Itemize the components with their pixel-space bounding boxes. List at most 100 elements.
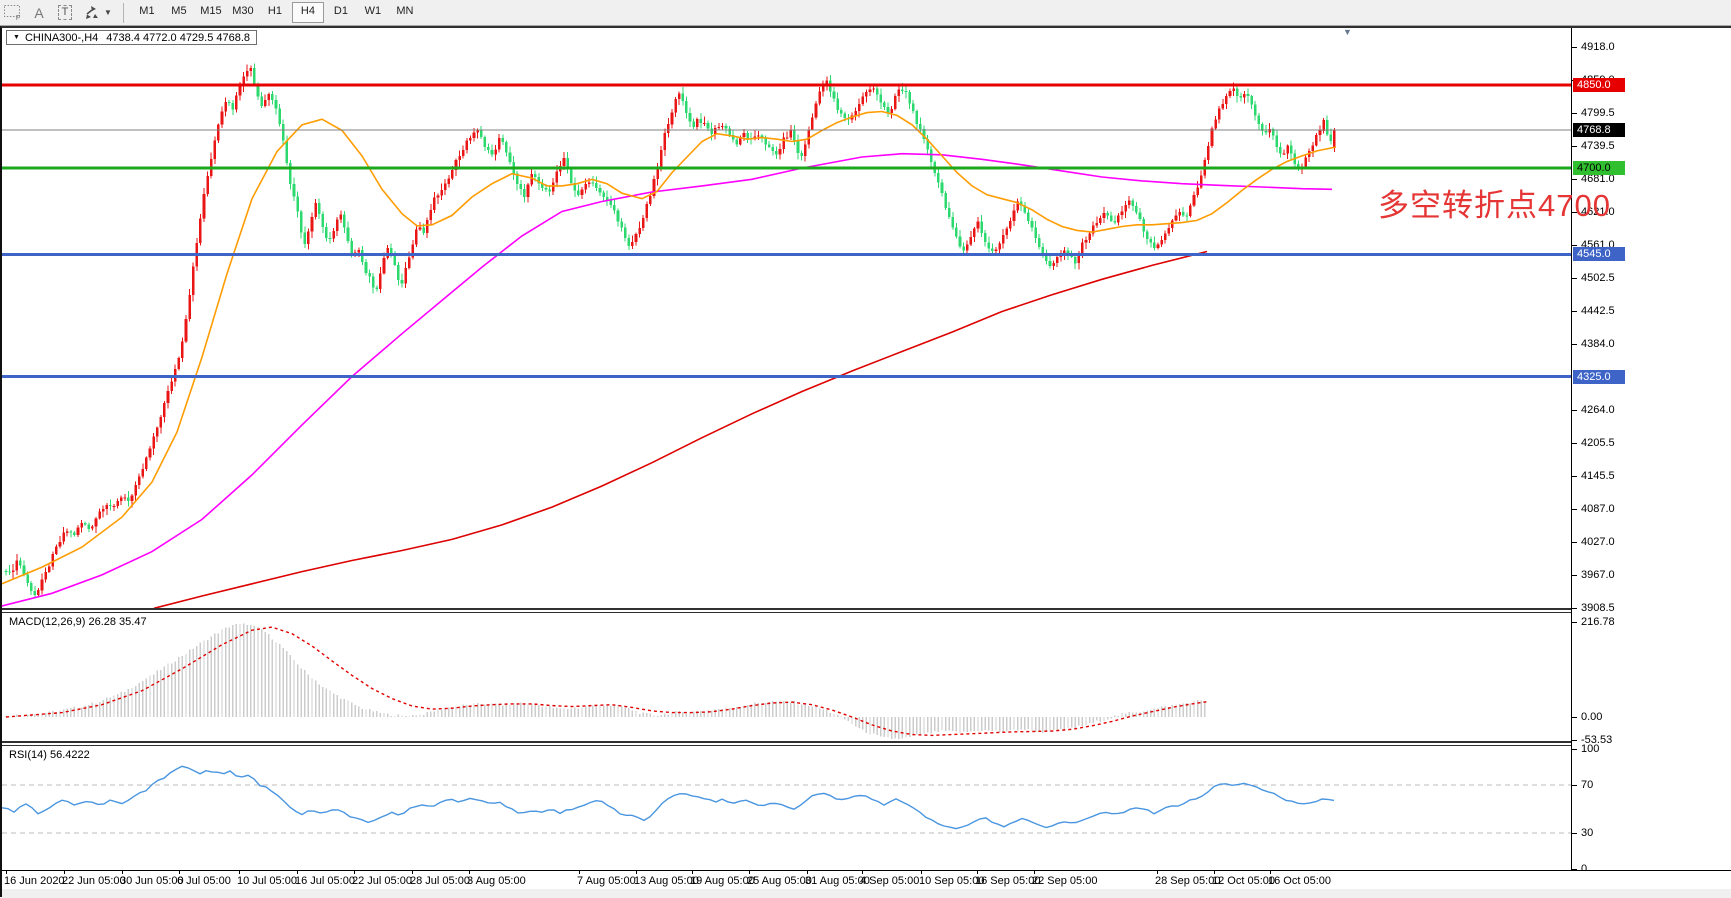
timeframe-button-h1[interactable]: H1: [267, 5, 282, 17]
time-tick-mark: [297, 871, 298, 874]
time-tick-mark: [692, 871, 693, 874]
timeframe-button-m30[interactable]: M30: [232, 5, 254, 17]
timeframe-button-mn[interactable]: MN: [396, 5, 414, 17]
price-tick-label: 70: [1581, 779, 1594, 791]
time-tick-label: 28 Sep 05:00: [1155, 875, 1221, 887]
price-tick-mark: [1572, 717, 1577, 718]
time-tick-label: 10 Sep 05:00: [919, 875, 985, 887]
time-tick-label: 13 Aug 05:00: [634, 875, 699, 887]
time-axis[interactable]: 16 Jun 2020 22 Jun 05:00 30 Jun 05:00 6 Jul…: [2, 870, 1731, 898]
price-tick-label: 4027.0: [1581, 536, 1615, 548]
time-tick-mark: [469, 871, 470, 874]
time-tick-mark: [122, 871, 123, 874]
time-tick-label: 4 Sep 05:00: [860, 875, 920, 887]
price-tick-mark: [1572, 113, 1577, 114]
time-tick-label: 22 Sep 05:00: [1032, 875, 1098, 887]
time-tick-mark: [636, 871, 637, 874]
timeframe-button-m5[interactable]: M5: [171, 5, 187, 17]
time-tick-mark: [1214, 871, 1215, 874]
rsi-panel[interactable]: [2, 746, 1571, 870]
chart-shift-marker-icon[interactable]: ▼: [1343, 27, 1352, 37]
ohlc-values: 4738.4 4772.0 4729.5 4768.8: [106, 31, 251, 44]
time-tick-mark: [807, 871, 808, 874]
symbol-title-box[interactable]: ▼ CHINA300-,H4 4738.4 4772.0 4729.5 4768…: [6, 30, 258, 45]
main-price-chart[interactable]: [2, 28, 1571, 608]
price-level-badge: 4768.8: [1573, 123, 1625, 137]
time-tick-mark: [179, 871, 180, 874]
price-tick-label: 4442.5: [1581, 305, 1615, 317]
time-tick-label: 31 Aug 05:00: [805, 875, 870, 887]
price-tick-label: 4264.0: [1581, 404, 1615, 416]
price-tick-label: 100: [1581, 743, 1600, 755]
time-tick-mark: [64, 871, 65, 874]
price-axis[interactable]: 4918.04859.04799.54739.54681.04621.04561…: [1571, 28, 1731, 875]
marquee-properties-icon[interactable]: F: [1, 3, 25, 23]
time-tick-label: 16 Oct 05:00: [1268, 875, 1331, 887]
price-tick-label: -53.53: [1581, 734, 1613, 746]
rsi-indicator-label: RSI(14) 56.4222: [9, 749, 90, 761]
time-tick-mark: [1034, 871, 1035, 874]
price-tick-mark: [1572, 542, 1577, 543]
time-tick-label: 7 Aug 05:00: [577, 875, 636, 887]
timeframe-button-group: M1 M5 M15 M30 H1 H4 D1 W1 MN: [131, 2, 421, 23]
collapse-triangle-icon[interactable]: ▼: [13, 34, 20, 41]
time-tick-label: 16 Jun 2020: [4, 875, 65, 887]
draw-arrows-icon[interactable]: [79, 3, 103, 23]
macd-panel[interactable]: [2, 613, 1571, 741]
chart-toolbar: F A T ▼ M1 M5 M15 M30 H1 H4 D1 W1 MN: [0, 0, 1731, 26]
price-tick-label: 4087.0: [1581, 503, 1615, 515]
price-tick-mark: [1572, 509, 1577, 510]
chart-area: 4918.04859.04799.54739.54681.04621.04561…: [0, 26, 1731, 898]
price-tick-label: 4681.0: [1581, 173, 1615, 185]
price-tick-label: 3908.5: [1581, 602, 1615, 614]
macd-indicator-label: MACD(12,26,9) 26.28 35.47: [9, 616, 147, 628]
marquee-f-letter: F: [16, 15, 20, 21]
time-tick-mark: [977, 871, 978, 874]
time-tick-mark: [354, 871, 355, 874]
time-tick-mark: [1157, 871, 1158, 874]
time-tick-label: 10 Jul 05:00: [237, 875, 297, 887]
text-label-tool-icon[interactable]: T: [53, 3, 77, 23]
time-tick-mark: [6, 871, 7, 874]
time-tick-label: 16 Sep 05:00: [975, 875, 1041, 887]
price-tick-mark: [1572, 749, 1577, 750]
price-tick-mark: [1572, 245, 1577, 246]
price-level-badge: 4700.0: [1573, 161, 1625, 175]
price-tick-label: 4918.0: [1581, 41, 1615, 53]
time-tick-mark: [579, 871, 580, 874]
price-level-badge: 4545.0: [1573, 247, 1625, 261]
price-tick-label: 0.00: [1581, 711, 1603, 723]
arrows-dropdown-caret[interactable]: ▼: [104, 8, 112, 17]
timeframe-button-w1[interactable]: W1: [364, 5, 382, 17]
toolbar-separator: [122, 2, 124, 23]
panel-separator-2[interactable]: [2, 741, 1571, 746]
price-tick-mark: [1572, 278, 1577, 279]
price-tick-mark: [1572, 740, 1577, 741]
time-tick-mark: [412, 871, 413, 874]
price-tick-label: 4145.5: [1581, 470, 1615, 482]
text-tool-icon[interactable]: A: [34, 4, 44, 21]
time-tick-label: 16 Jul 05:00: [295, 875, 355, 887]
time-tick-mark: [749, 871, 750, 874]
price-tick-mark: [1572, 344, 1577, 345]
price-tick-mark: [1572, 179, 1577, 180]
price-tick-mark: [1572, 575, 1577, 576]
timeframe-button-m1[interactable]: M1: [139, 5, 155, 17]
time-tick-label: 30 Jun 05:00: [120, 875, 184, 887]
price-tick-label: 30: [1581, 827, 1594, 839]
price-tick-mark: [1572, 443, 1577, 444]
price-tick-mark: [1572, 212, 1577, 213]
timeframe-button-m15[interactable]: M15: [200, 5, 222, 17]
price-tick-label: 4739.5: [1581, 140, 1615, 152]
price-tick-label: 4384.0: [1581, 338, 1615, 350]
price-tick-label: 4502.5: [1581, 272, 1615, 284]
time-tick-label: 28 Jul 05:00: [410, 875, 470, 887]
price-tick-mark: [1572, 410, 1577, 411]
time-tick-mark: [862, 871, 863, 874]
chart-text-annotation[interactable]: 多空转折点4700: [1378, 188, 1611, 223]
panel-separator-1[interactable]: [2, 608, 1571, 613]
timeframe-button-h4[interactable]: H4: [291, 2, 324, 23]
price-tick-mark: [1572, 608, 1577, 609]
price-tick-mark: [1572, 311, 1577, 312]
timeframe-button-d1[interactable]: D1: [333, 5, 348, 17]
